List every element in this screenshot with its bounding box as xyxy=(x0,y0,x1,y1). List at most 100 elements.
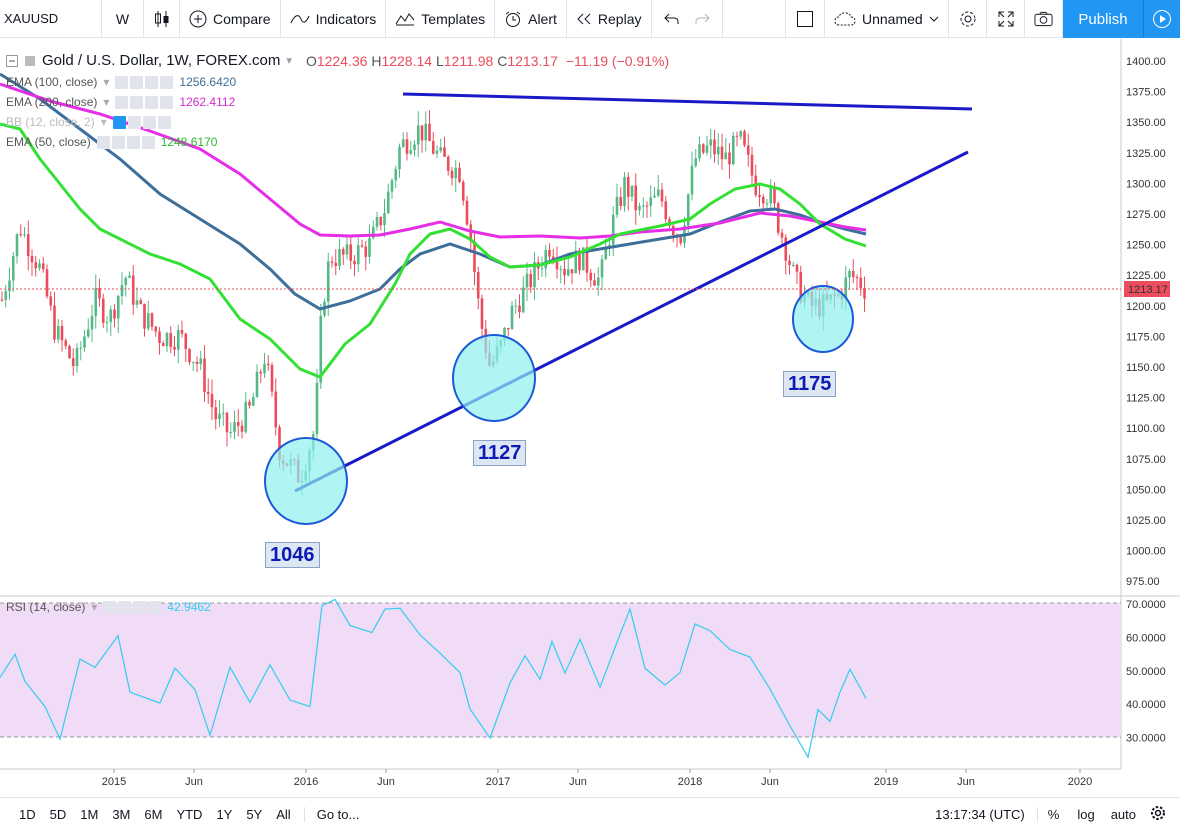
candle[interactable] xyxy=(221,403,225,426)
undo-icon[interactable] xyxy=(663,13,680,25)
candle[interactable] xyxy=(630,185,634,202)
candle[interactable] xyxy=(758,182,761,207)
candle[interactable] xyxy=(270,362,274,397)
candle[interactable] xyxy=(424,111,428,152)
candle[interactable] xyxy=(263,352,266,378)
layout-button[interactable]: Unnamed xyxy=(825,0,949,38)
candle[interactable] xyxy=(8,267,11,300)
range-1m-button[interactable]: 1M xyxy=(80,806,99,822)
support-trendline[interactable] xyxy=(294,150,969,493)
candle[interactable] xyxy=(536,256,540,281)
candle[interactable] xyxy=(750,146,754,186)
candle[interactable] xyxy=(398,143,401,178)
candle[interactable] xyxy=(330,256,334,268)
clock[interactable]: 13:17:34 (UTC) xyxy=(929,806,1038,822)
annotation-1046[interactable]: 1046 xyxy=(265,542,320,568)
candle[interactable] xyxy=(525,262,529,302)
candle[interactable] xyxy=(480,294,484,341)
candle[interactable] xyxy=(248,399,251,409)
candle[interactable] xyxy=(150,312,154,331)
candle[interactable] xyxy=(53,291,56,344)
candle[interactable] xyxy=(98,278,101,307)
goto-button[interactable]: Go to... xyxy=(305,807,366,822)
candle[interactable] xyxy=(0,291,4,302)
candle[interactable] xyxy=(859,267,863,296)
legend-buttons[interactable] xyxy=(115,95,174,109)
candle[interactable] xyxy=(855,274,859,291)
ema50-line[interactable] xyxy=(0,122,867,379)
candle[interactable] xyxy=(795,263,799,284)
candle[interactable] xyxy=(458,162,461,184)
candle[interactable] xyxy=(34,255,38,277)
candle[interactable] xyxy=(533,251,536,300)
candle[interactable] xyxy=(518,294,521,319)
candle[interactable] xyxy=(266,354,270,371)
candle[interactable] xyxy=(38,259,41,271)
candle[interactable] xyxy=(180,320,184,338)
candle[interactable] xyxy=(169,326,173,354)
candle[interactable] xyxy=(698,136,701,162)
candle[interactable] xyxy=(701,143,705,155)
low-1046-circle[interactable] xyxy=(264,437,348,525)
candle[interactable] xyxy=(634,173,638,225)
candle[interactable] xyxy=(176,325,180,364)
candle[interactable] xyxy=(203,345,206,402)
candle[interactable] xyxy=(83,329,86,352)
candle[interactable] xyxy=(390,178,394,199)
candle[interactable] xyxy=(19,224,23,238)
candle[interactable] xyxy=(510,301,514,330)
candle[interactable] xyxy=(645,201,649,218)
compare-button[interactable]: Compare xyxy=(180,0,281,38)
candle[interactable] xyxy=(743,129,746,148)
candle[interactable] xyxy=(739,129,743,140)
candle[interactable] xyxy=(334,249,338,276)
candle[interactable] xyxy=(124,276,128,297)
candle[interactable] xyxy=(188,347,191,365)
candle[interactable] xyxy=(428,110,431,142)
candle[interactable] xyxy=(506,327,510,336)
candle[interactable] xyxy=(409,141,413,156)
range-ytd-button[interactable]: YTD xyxy=(176,806,203,822)
candle[interactable] xyxy=(776,201,780,236)
rsi-legend[interactable]: RSI (14, close) ▾ 42.9462 xyxy=(6,600,211,614)
candle[interactable] xyxy=(623,172,626,212)
candle[interactable] xyxy=(131,265,135,315)
candle[interactable] xyxy=(135,287,139,309)
candle[interactable] xyxy=(341,247,345,265)
candle[interactable] xyxy=(349,236,353,270)
replay-button[interactable]: Replay xyxy=(567,0,652,38)
candle[interactable] xyxy=(765,198,769,210)
candle[interactable] xyxy=(49,291,53,311)
candle[interactable] xyxy=(218,400,221,428)
range-1y-button[interactable]: 1Y xyxy=(216,806,233,822)
candle[interactable] xyxy=(615,183,619,219)
candle[interactable] xyxy=(120,272,124,305)
candle[interactable] xyxy=(735,131,739,147)
range-6m-button[interactable]: 6M xyxy=(144,806,163,822)
candle[interactable] xyxy=(641,197,645,218)
candle[interactable] xyxy=(240,420,244,439)
candle[interactable] xyxy=(210,379,214,421)
candle[interactable] xyxy=(338,238,341,271)
alert-button[interactable]: Alert xyxy=(495,0,567,38)
candle[interactable] xyxy=(251,392,255,407)
legend-buttons[interactable] xyxy=(115,75,174,89)
candle[interactable] xyxy=(435,145,439,159)
candle[interactable] xyxy=(660,183,664,207)
interval-button[interactable]: W xyxy=(102,0,144,38)
candle[interactable] xyxy=(394,165,398,188)
candle[interactable] xyxy=(465,195,469,226)
candle[interactable] xyxy=(694,148,698,168)
candle[interactable] xyxy=(161,340,165,347)
resistance-trendline[interactable] xyxy=(402,92,973,111)
candle[interactable] xyxy=(709,129,713,159)
ema200-legend[interactable]: EMA (200, close) ▾ 1262.4112 xyxy=(6,95,235,109)
candle[interactable] xyxy=(315,368,319,440)
candle[interactable] xyxy=(139,297,143,305)
candle[interactable] xyxy=(356,237,360,272)
candle[interactable] xyxy=(165,331,169,353)
candle[interactable] xyxy=(236,409,240,437)
candle[interactable] xyxy=(244,392,248,434)
candle[interactable] xyxy=(724,138,728,160)
candle[interactable] xyxy=(653,186,656,199)
